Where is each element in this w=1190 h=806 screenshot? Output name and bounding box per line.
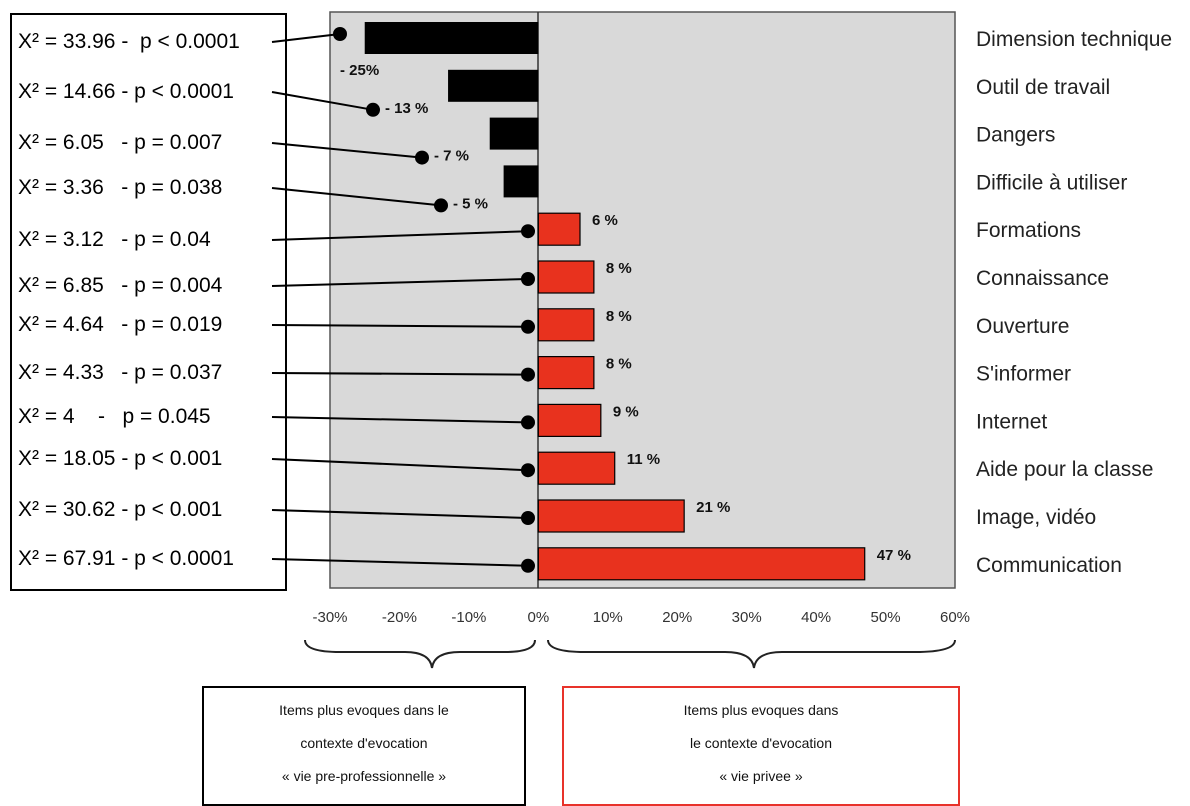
bar — [537, 308, 595, 342]
chart: X² = 33.96 - p < 0.0001 X² = 14.66 - p < … — [10, 11, 1172, 669]
stat-connector-line — [271, 458, 529, 472]
stat-connector-line — [271, 509, 529, 519]
category-label: Ouverture — [976, 315, 1069, 338]
category-label: Communication — [976, 554, 1122, 577]
value-label: 47 % — [877, 547, 911, 564]
stat-connector-line — [271, 324, 529, 328]
stat-connector-line — [271, 230, 529, 241]
stat-connector-line — [271, 142, 423, 159]
x-tick-label: -20% — [382, 609, 417, 626]
value-label: - 5 % — [453, 195, 488, 212]
caption-left-line-3: « vie pre-professionnelle » — [281, 768, 447, 784]
caption-pre-professional: Items plus evoques dans le contexte d'ev… — [202, 686, 526, 806]
bar — [537, 260, 595, 294]
stat-label: X² = 30.62 - p < 0.001 — [18, 498, 222, 521]
bar — [503, 165, 539, 198]
stat-label: X² = 3.36 - p = 0.038 — [18, 176, 222, 199]
stat-label: X² = 3.12 - p = 0.04 — [18, 228, 211, 251]
stats-box — [10, 13, 287, 591]
stat-label: X² = 4.64 - p = 0.019 — [18, 313, 222, 336]
value-label: 11 % — [627, 451, 660, 468]
category-label: Internet — [976, 410, 1047, 433]
caption-right-line-1: Items plus evoques dans — [683, 702, 839, 718]
stat-connector-line — [271, 372, 529, 376]
stat-connector-line — [271, 187, 442, 207]
stat-connector-dot — [521, 367, 535, 382]
value-label: 8 % — [606, 308, 632, 325]
caption-private-life: Items plus evoques dans le contexte d'ev… — [562, 686, 960, 806]
value-label: 21 % — [696, 499, 730, 516]
category-label: Dimension technique — [976, 28, 1172, 51]
category-label: Formations — [976, 219, 1081, 242]
stat-connector-dot — [521, 319, 535, 334]
bar — [537, 356, 595, 390]
stat-label: X² = 18.05 - p < 0.001 — [18, 447, 222, 470]
value-label: - 25% — [340, 62, 379, 79]
bar — [364, 22, 539, 54]
stat-connector-dot — [415, 150, 429, 165]
x-tick-label: -10% — [451, 609, 486, 626]
caption-left-line-1: Items plus evoques dans le — [279, 702, 449, 718]
category-label: Difficile à utiliser — [976, 171, 1127, 194]
x-tick-label: 10% — [593, 609, 623, 626]
x-tick-label: -30% — [312, 609, 347, 626]
stat-connector-dot — [366, 102, 380, 117]
x-tick-label: 50% — [871, 609, 901, 626]
value-label: 9 % — [613, 403, 639, 420]
category-label: Image, vidéo — [976, 506, 1096, 529]
stat-connector-line — [271, 416, 529, 424]
stat-connector-dot — [521, 463, 535, 478]
bar — [537, 499, 685, 533]
left-brace — [304, 639, 536, 669]
stat-connector-dot — [434, 198, 448, 213]
stat-connector-dot — [521, 558, 535, 573]
value-label: 8 % — [606, 260, 632, 277]
stat-label: X² = 4 - p = 0.045 — [18, 405, 211, 428]
bar — [537, 451, 616, 485]
bar — [448, 69, 539, 102]
stat-connector-line — [271, 33, 341, 43]
category-label: Dangers — [976, 124, 1055, 147]
stat-label: X² = 6.85 - p = 0.004 — [18, 274, 223, 297]
stat-connector-dot — [333, 27, 347, 41]
plot-area — [329, 11, 956, 589]
bar — [537, 403, 602, 437]
stat-connector-line — [271, 558, 529, 567]
x-tick-label: 30% — [732, 609, 762, 626]
bar — [489, 117, 539, 150]
right-brace — [547, 639, 956, 669]
stat-connector-line — [271, 278, 529, 287]
stat-label: X² = 14.66 - p < 0.0001 — [18, 80, 234, 103]
bar — [537, 547, 866, 581]
stat-label: X² = 6.05 - p = 0.007 — [18, 131, 222, 154]
value-label: - 13 % — [385, 100, 428, 117]
x-tick-label: 0% — [527, 609, 549, 626]
category-label: Outil de travail — [976, 76, 1110, 99]
category-label: Aide pour la classe — [976, 458, 1153, 481]
stat-connector-dot — [521, 511, 535, 525]
stat-connector-dot — [521, 272, 535, 286]
caption-right-line-3: « vie privee » — [719, 768, 803, 784]
value-label: - 7 % — [434, 148, 469, 165]
value-label: 8 % — [606, 356, 632, 373]
stat-connector-dot — [521, 415, 535, 430]
x-tick-label: 20% — [662, 609, 692, 626]
x-tick-label: 40% — [801, 609, 831, 626]
caption-left-line-2: contexte d'evocation — [300, 735, 428, 751]
stat-label: X² = 67.91 - p < 0.0001 — [18, 547, 234, 570]
value-label: 6 % — [592, 212, 618, 229]
stat-connector-dot — [521, 224, 535, 239]
stat-connector-line — [271, 91, 374, 111]
caption-right-line-2: le contexte d'evocation — [690, 735, 832, 751]
category-label: S'informer — [976, 363, 1071, 386]
x-tick-label: 60% — [940, 609, 970, 626]
bar — [537, 212, 581, 246]
category-label: Connaissance — [976, 267, 1109, 290]
stat-label: X² = 33.96 - p < 0.0001 — [18, 30, 240, 53]
stat-label: X² = 4.33 - p = 0.037 — [18, 361, 222, 384]
